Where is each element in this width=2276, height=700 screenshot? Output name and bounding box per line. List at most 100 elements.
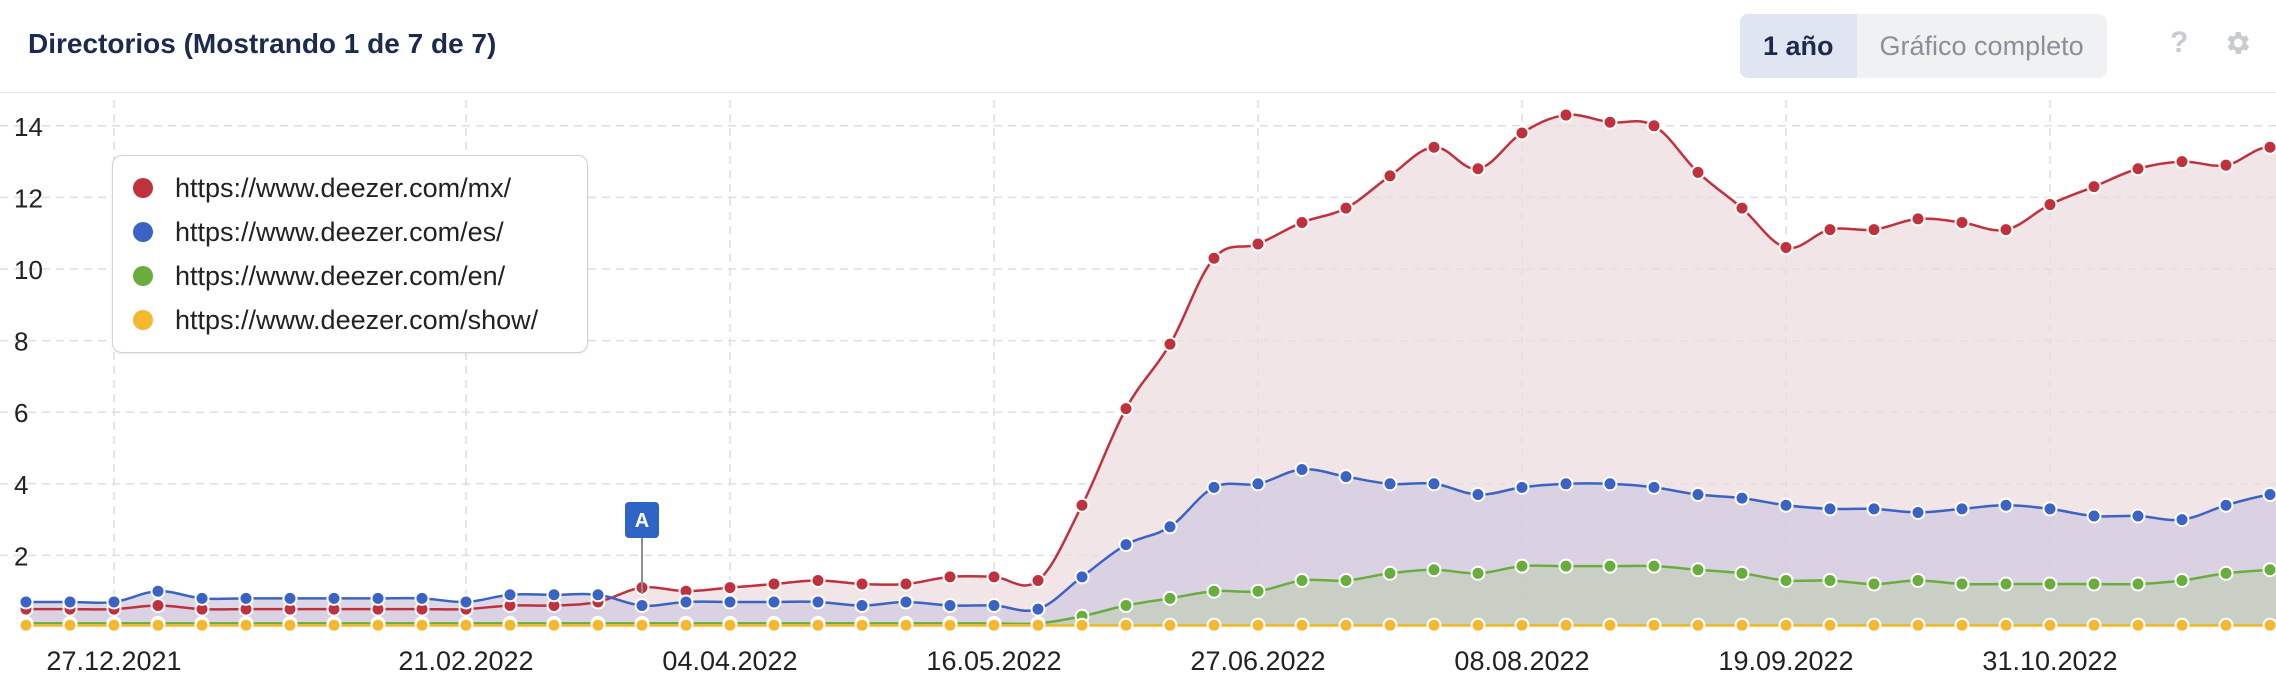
data-point-3-3[interactable] [150, 617, 166, 633]
data-point-1-45[interactable] [1998, 497, 2014, 513]
data-point-1-34[interactable] [1514, 479, 1530, 495]
data-point-2-45[interactable] [1998, 576, 2014, 592]
data-point-1-11[interactable] [502, 587, 518, 603]
help-icon[interactable]: ? [2170, 26, 2189, 59]
data-point-1-1[interactable] [62, 594, 78, 610]
data-point-3-2[interactable] [106, 617, 122, 633]
data-point-2-42[interactable] [1866, 576, 1882, 592]
data-point-1-47[interactable] [2086, 508, 2102, 524]
data-point-0-39[interactable] [1734, 200, 1750, 216]
data-point-0-27[interactable] [1206, 250, 1222, 266]
data-point-2-29[interactable] [1294, 572, 1310, 588]
data-point-1-19[interactable] [854, 598, 870, 614]
data-point-3-20[interactable] [898, 617, 914, 633]
data-point-2-34[interactable] [1514, 558, 1530, 574]
data-point-0-3[interactable] [150, 598, 166, 614]
data-point-3-23[interactable] [1030, 617, 1046, 633]
data-point-3-30[interactable] [1338, 617, 1354, 633]
data-point-0-18[interactable] [810, 572, 826, 588]
data-point-0-37[interactable] [1646, 118, 1662, 134]
data-point-3-41[interactable] [1822, 617, 1838, 633]
data-point-0-26[interactable] [1162, 336, 1178, 352]
data-point-2-33[interactable] [1470, 565, 1486, 581]
data-point-3-25[interactable] [1118, 617, 1134, 633]
legend-item-en[interactable]: https://www.deezer.com/en/ [133, 258, 505, 294]
data-point-3-9[interactable] [414, 617, 430, 633]
data-point-2-36[interactable] [1602, 558, 1618, 574]
data-point-3-6[interactable] [282, 617, 298, 633]
data-point-2-50[interactable] [2218, 565, 2234, 581]
data-point-0-43[interactable] [1910, 211, 1926, 227]
data-point-3-26[interactable] [1162, 617, 1178, 633]
data-point-2-27[interactable] [1206, 583, 1222, 599]
data-point-2-47[interactable] [2086, 576, 2102, 592]
range-full-chart-button[interactable]: Gráfico completo [1879, 31, 2084, 61]
data-point-0-23[interactable] [1030, 572, 1046, 588]
data-point-1-7[interactable] [326, 590, 342, 606]
data-point-0-33[interactable] [1470, 161, 1486, 177]
data-point-2-39[interactable] [1734, 565, 1750, 581]
data-point-2-25[interactable] [1118, 598, 1134, 614]
data-point-0-46[interactable] [2042, 197, 2058, 213]
data-point-3-14[interactable] [634, 617, 650, 633]
data-point-1-14[interactable] [634, 598, 650, 614]
data-point-2-40[interactable] [1778, 572, 1794, 588]
annotation-marker[interactable]: A [625, 502, 659, 594]
data-point-3-51[interactable] [2262, 617, 2276, 633]
data-point-1-40[interactable] [1778, 497, 1794, 513]
data-point-3-47[interactable] [2086, 617, 2102, 633]
data-point-1-35[interactable] [1558, 476, 1574, 492]
data-point-1-27[interactable] [1206, 479, 1222, 495]
data-point-3-40[interactable] [1778, 617, 1794, 633]
data-point-1-37[interactable] [1646, 479, 1662, 495]
data-point-1-39[interactable] [1734, 490, 1750, 506]
data-point-2-30[interactable] [1338, 572, 1354, 588]
legend-item-show[interactable]: https://www.deezer.com/show/ [133, 302, 538, 338]
data-point-1-33[interactable] [1470, 487, 1486, 503]
legend-item-mx[interactable]: https://www.deezer.com/mx/ [133, 170, 511, 206]
data-point-1-22[interactable] [986, 598, 1002, 614]
gear-icon[interactable] [2222, 28, 2252, 63]
data-point-3-4[interactable] [194, 617, 210, 633]
data-point-3-24[interactable] [1074, 617, 1090, 633]
data-point-0-28[interactable] [1250, 236, 1266, 252]
data-point-0-21[interactable] [942, 569, 958, 585]
data-point-1-48[interactable] [2130, 508, 2146, 524]
data-point-2-48[interactable] [2130, 576, 2146, 592]
legend-item-es[interactable]: https://www.deezer.com/es/ [133, 214, 504, 250]
data-point-0-22[interactable] [986, 569, 1002, 585]
data-point-3-38[interactable] [1690, 617, 1706, 633]
data-point-2-49[interactable] [2174, 572, 2190, 588]
data-point-1-38[interactable] [1690, 487, 1706, 503]
data-point-0-31[interactable] [1382, 168, 1398, 184]
range-1-year-button[interactable]: 1 año [1740, 14, 1857, 78]
data-point-1-9[interactable] [414, 590, 430, 606]
data-point-0-32[interactable] [1426, 139, 1442, 155]
data-point-3-0[interactable] [18, 617, 34, 633]
data-point-3-34[interactable] [1514, 617, 1530, 633]
data-point-0-29[interactable] [1294, 214, 1310, 230]
data-point-1-31[interactable] [1382, 476, 1398, 492]
data-point-3-17[interactable] [766, 617, 782, 633]
data-point-1-18[interactable] [810, 594, 826, 610]
data-point-0-42[interactable] [1866, 222, 1882, 238]
data-point-1-29[interactable] [1294, 461, 1310, 477]
data-point-1-21[interactable] [942, 598, 958, 614]
data-point-2-51[interactable] [2262, 562, 2276, 578]
data-point-0-35[interactable] [1558, 107, 1574, 123]
data-point-3-46[interactable] [2042, 617, 2058, 633]
data-point-3-10[interactable] [458, 617, 474, 633]
data-point-3-33[interactable] [1470, 617, 1486, 633]
data-point-3-43[interactable] [1910, 617, 1926, 633]
data-point-0-45[interactable] [1998, 222, 2014, 238]
data-point-1-4[interactable] [194, 590, 210, 606]
data-point-1-0[interactable] [18, 594, 34, 610]
data-point-2-32[interactable] [1426, 562, 1442, 578]
data-point-3-45[interactable] [1998, 617, 2014, 633]
data-point-1-41[interactable] [1822, 501, 1838, 517]
data-point-3-1[interactable] [62, 617, 78, 633]
data-point-3-48[interactable] [2130, 617, 2146, 633]
data-point-1-15[interactable] [678, 594, 694, 610]
data-point-1-42[interactable] [1866, 501, 1882, 517]
data-point-1-6[interactable] [282, 590, 298, 606]
